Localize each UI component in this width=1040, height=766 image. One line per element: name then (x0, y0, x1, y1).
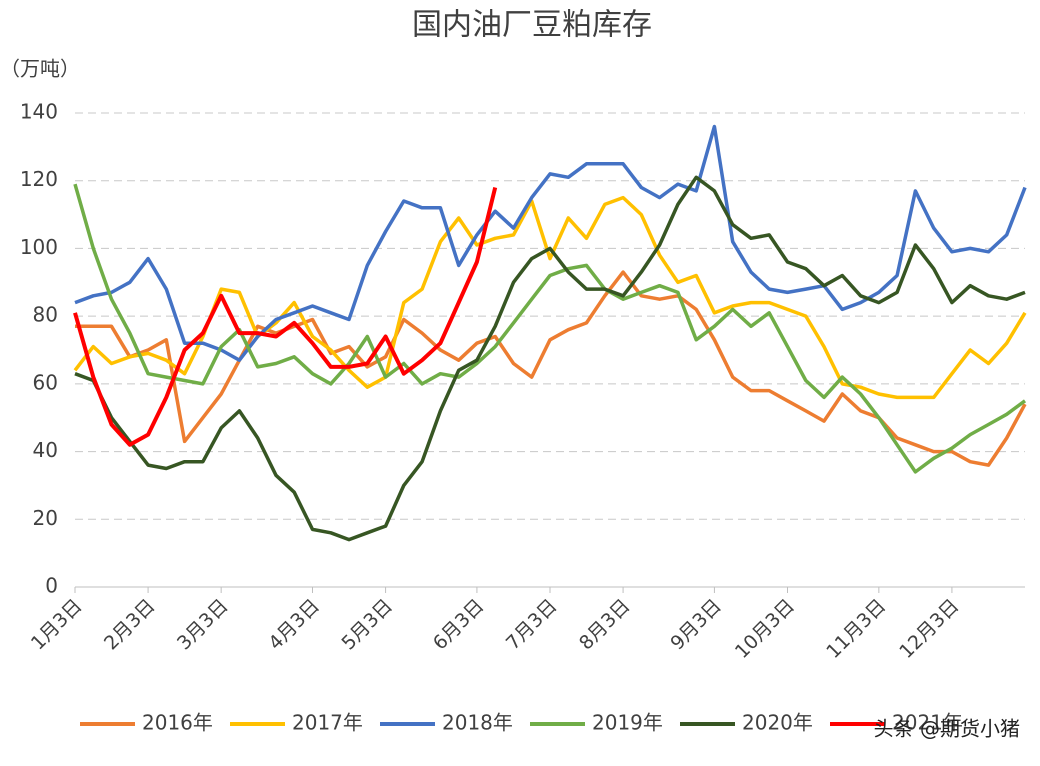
y-tick-label: 0 (45, 574, 58, 598)
y-tick-label: 80 (33, 303, 58, 327)
legend-label: 2017年 (292, 711, 363, 735)
legend-label: 2019年 (592, 711, 663, 735)
x-tick-label: 11月3日 (822, 595, 890, 663)
y-axis-label: （万吨） (0, 57, 80, 81)
series-line (75, 270, 1027, 467)
x-tick-label: 12月3日 (895, 595, 963, 663)
legend-label: 2020年 (742, 711, 813, 735)
y-tick-label: 120 (20, 167, 58, 191)
x-tick-label: 4月3日 (264, 595, 324, 655)
x-tick-label: 5月3日 (337, 595, 397, 655)
series-line (74, 124, 1027, 362)
x-tick-label: 6月3日 (429, 595, 489, 655)
x-tick-label: 1月3日 (27, 595, 87, 655)
y-tick-label: 140 (20, 100, 58, 124)
series-line (73, 187, 498, 447)
y-tick-label: 60 (33, 370, 58, 394)
watermark: 头条 @期货小猪 (874, 717, 1020, 741)
x-tick-label: 8月3日 (575, 595, 635, 655)
legend-label: 2021年 (892, 711, 963, 735)
legend-label: 2016年 (142, 711, 213, 735)
x-tick-label: 10月3日 (731, 595, 799, 663)
chart-title: 国内油厂豆粕库存 (412, 8, 652, 43)
series-line (73, 183, 1027, 474)
series-line (73, 195, 1027, 400)
series-line (74, 175, 1026, 542)
x-tick-label: 9月3日 (666, 595, 726, 655)
x-tick-label: 7月3日 (502, 595, 562, 655)
x-tick-label: 2月3日 (100, 595, 160, 655)
y-tick-label: 20 (33, 506, 58, 530)
y-tick-label: 40 (33, 438, 58, 462)
y-tick-label: 100 (20, 235, 58, 259)
legend-label: 2018年 (442, 711, 513, 735)
x-tick-label: 3月3日 (173, 595, 233, 655)
